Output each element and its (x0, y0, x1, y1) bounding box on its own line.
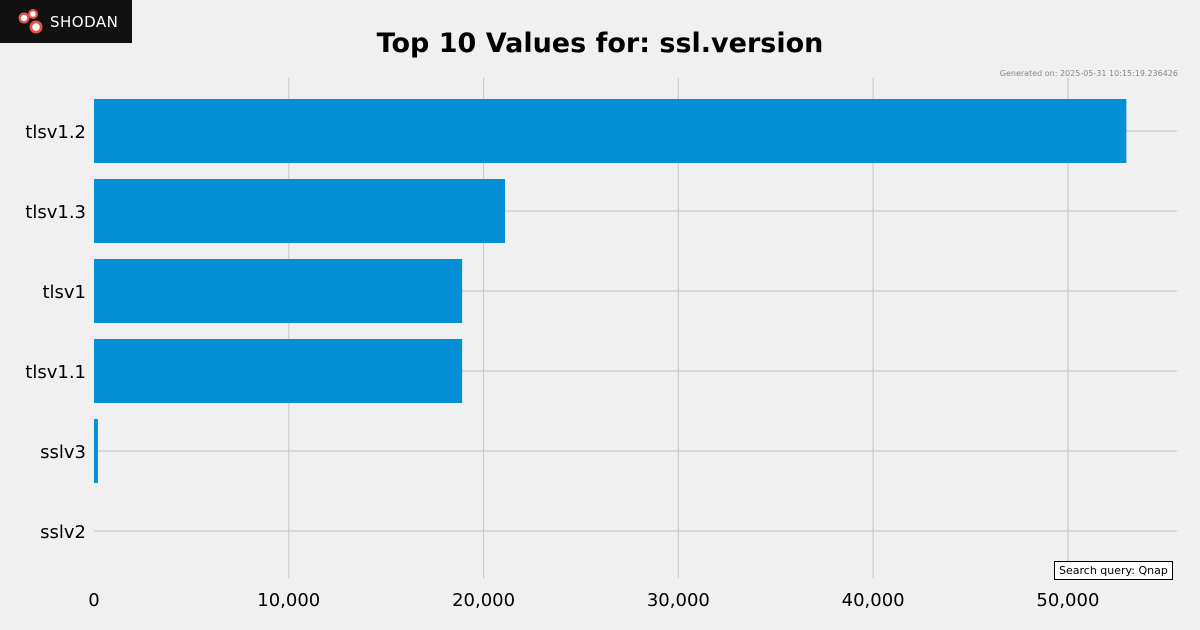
x-tick-label: 20,000 (452, 590, 515, 611)
x-tick-label: 0 (88, 590, 99, 611)
generated-timestamp: Generated on: 2025-05-31 10:15:19.236426 (999, 69, 1178, 78)
x-tick-label: 40,000 (842, 590, 905, 611)
x-axis-labels: 0 10,000 20,000 30,000 40,000 50,000 (88, 590, 1099, 611)
y-tick-label: tlsv1.3 (25, 202, 86, 223)
x-tick-label: 30,000 (647, 590, 710, 611)
shodan-logo: SHODAN (0, 0, 132, 43)
x-tick-label: 10,000 (257, 590, 320, 611)
x-tick-label: 50,000 (1036, 590, 1099, 611)
y-tick-label: tlsv1.1 (25, 362, 86, 383)
y-axis-labels: tlsv1.2 tlsv1.3 tlsv1 tlsv1.1 sslv3 sslv2 (25, 122, 86, 543)
y-tick-label: sslv3 (40, 442, 86, 463)
y-tick-label: sslv2 (40, 522, 86, 543)
bar-tlsv1.1 (94, 339, 463, 403)
shodan-logo-icon (18, 8, 43, 33)
bar-sslv3 (94, 419, 98, 483)
bar-tlsv1.3 (94, 179, 505, 243)
chart-title: Top 10 Values for: ssl.version (376, 28, 824, 59)
search-query-box: Search query: Qnap (1054, 561, 1173, 580)
bar-tlsv1.2 (94, 99, 1127, 163)
y-tick-label: tlsv1 (42, 282, 86, 303)
bars (94, 99, 1127, 483)
bar-tlsv1 (94, 259, 463, 323)
logo-text: SHODAN (50, 12, 119, 31)
y-tick-label: tlsv1.2 (25, 122, 86, 143)
